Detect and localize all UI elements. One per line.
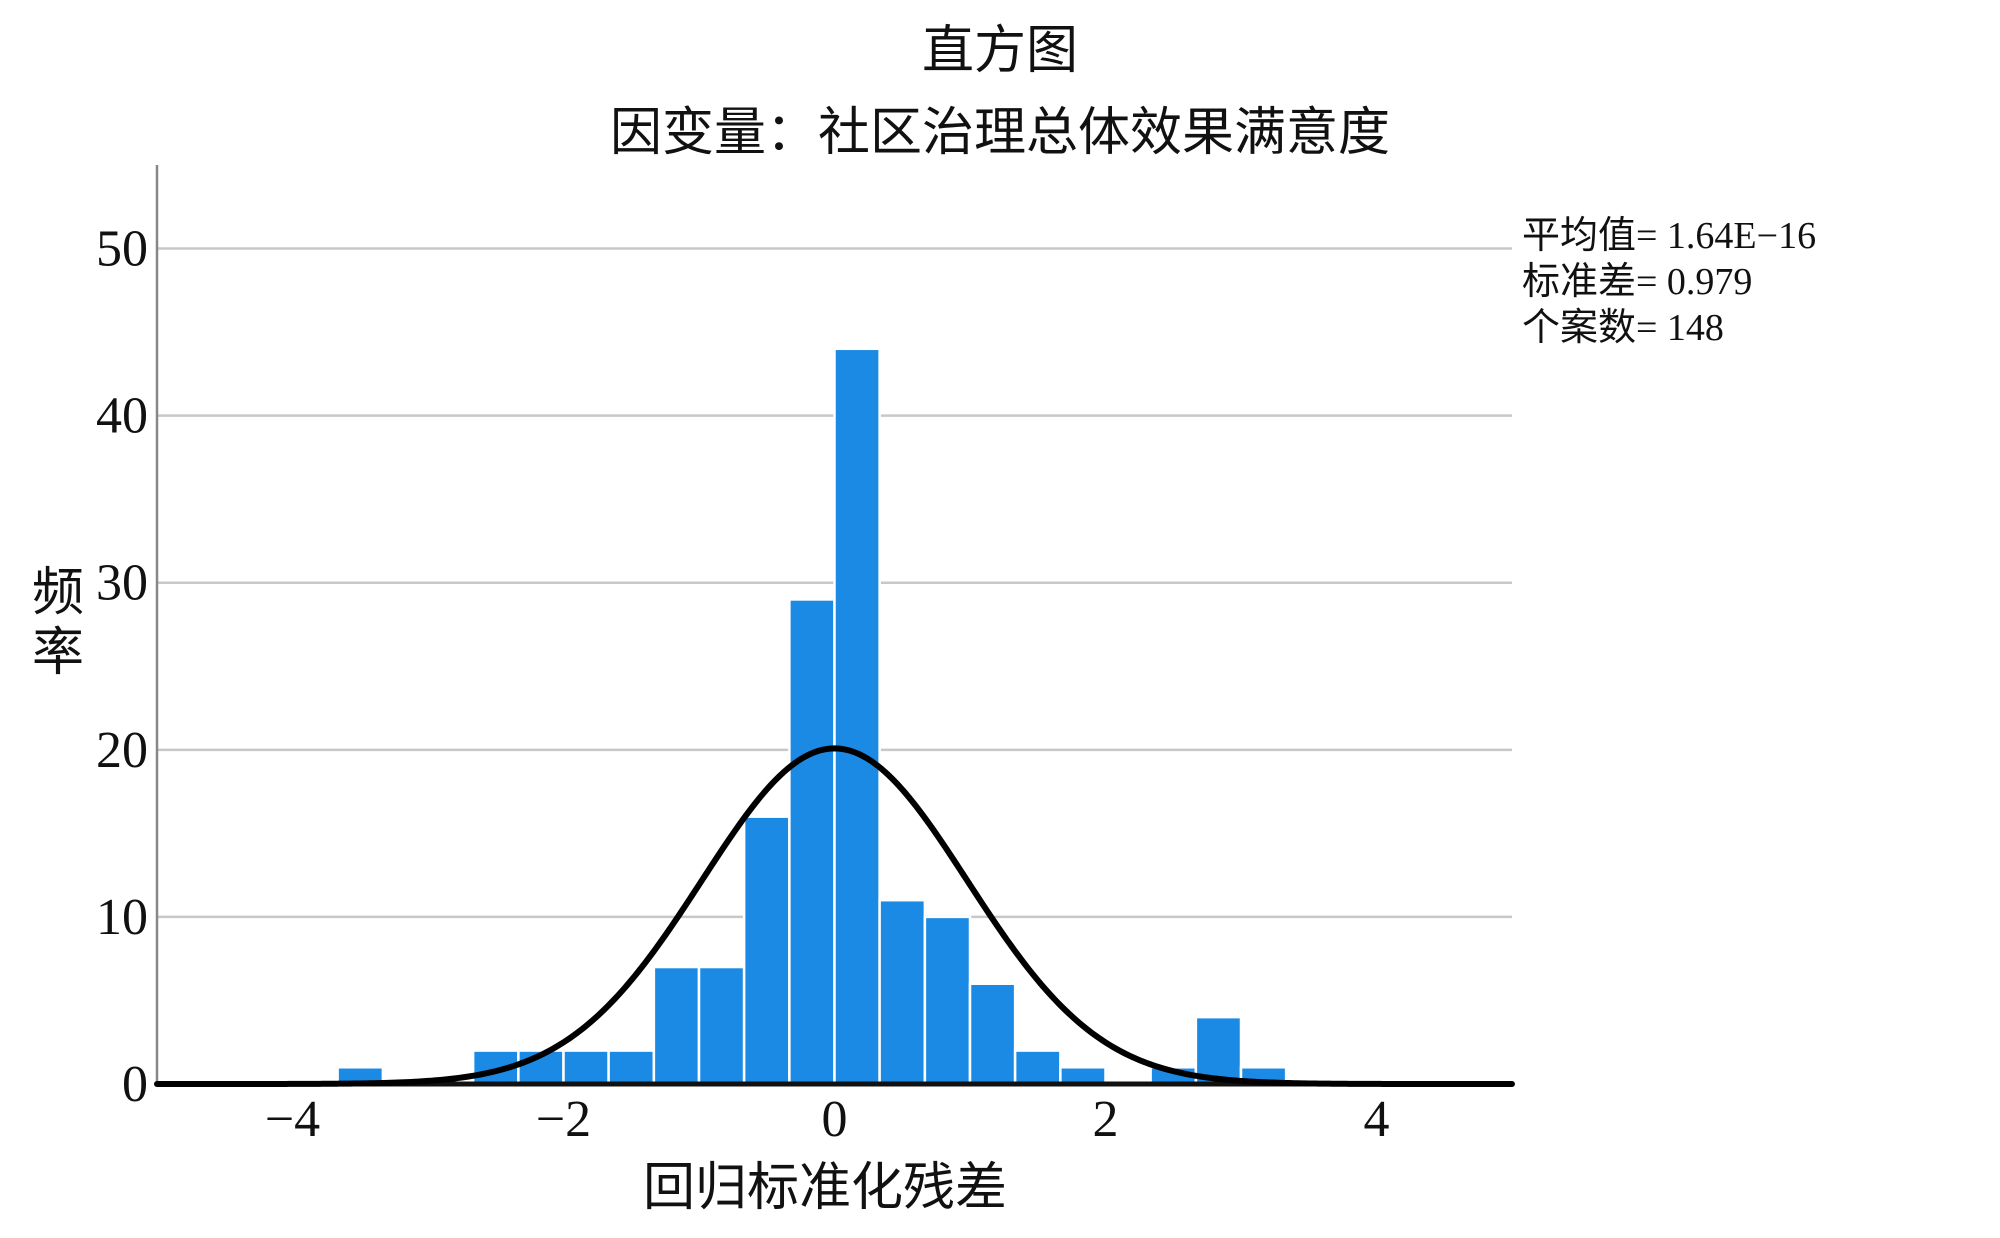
histogram-bar	[968, 982, 1017, 1086]
x-tick-label: −2	[536, 1091, 591, 1148]
normal-curve-layer	[154, 745, 1515, 1087]
x-tick-labels: −4 −2 0 2 4	[265, 1091, 1390, 1148]
chart-title: 直方图	[922, 21, 1078, 81]
y-tick-label: 50	[96, 221, 148, 278]
histogram-bar	[742, 815, 791, 1086]
histogram-bar	[788, 598, 836, 1086]
y-tick-label: 10	[96, 889, 148, 946]
y-tick-label: 40	[96, 388, 148, 445]
y-tick-label: 0	[122, 1056, 148, 1113]
stats-line: 标准差= 0.979	[1522, 261, 1752, 303]
y-axis-label: 频率	[32, 563, 84, 683]
histogram-bar	[1059, 1066, 1107, 1086]
histogram-bar	[562, 1049, 610, 1086]
y-tick-label: 20	[96, 722, 148, 779]
histogram-bar	[1194, 1015, 1243, 1086]
x-tick-label: 0	[822, 1091, 848, 1148]
histogram-bars	[336, 347, 1288, 1086]
histogram-bar	[923, 915, 972, 1086]
normal-curve	[154, 745, 1515, 1087]
histogram-bar	[1013, 1049, 1062, 1086]
stats-line: 平均值= 1.64E−16	[1522, 215, 1816, 257]
x-axis-label: 回归标准化残差	[643, 1158, 1007, 1218]
x-tick-label: 4	[1364, 1091, 1390, 1148]
histogram-bar	[607, 1049, 656, 1086]
histogram-bar	[833, 347, 881, 1086]
y-tick-label: 30	[96, 555, 148, 612]
x-tick-label: 2	[1093, 1091, 1119, 1148]
histogram-bar	[697, 965, 746, 1086]
x-tick-label: −4	[265, 1091, 320, 1148]
chart-subtitle: 因变量：社区治理总体效果满意度	[610, 103, 1390, 163]
y-tick-labels: 0 10 20 30 40 50	[96, 221, 148, 1113]
stats-line: 个案数= 148	[1522, 307, 1724, 349]
histogram-bar	[878, 898, 927, 1086]
histogram-bar	[652, 965, 701, 1086]
